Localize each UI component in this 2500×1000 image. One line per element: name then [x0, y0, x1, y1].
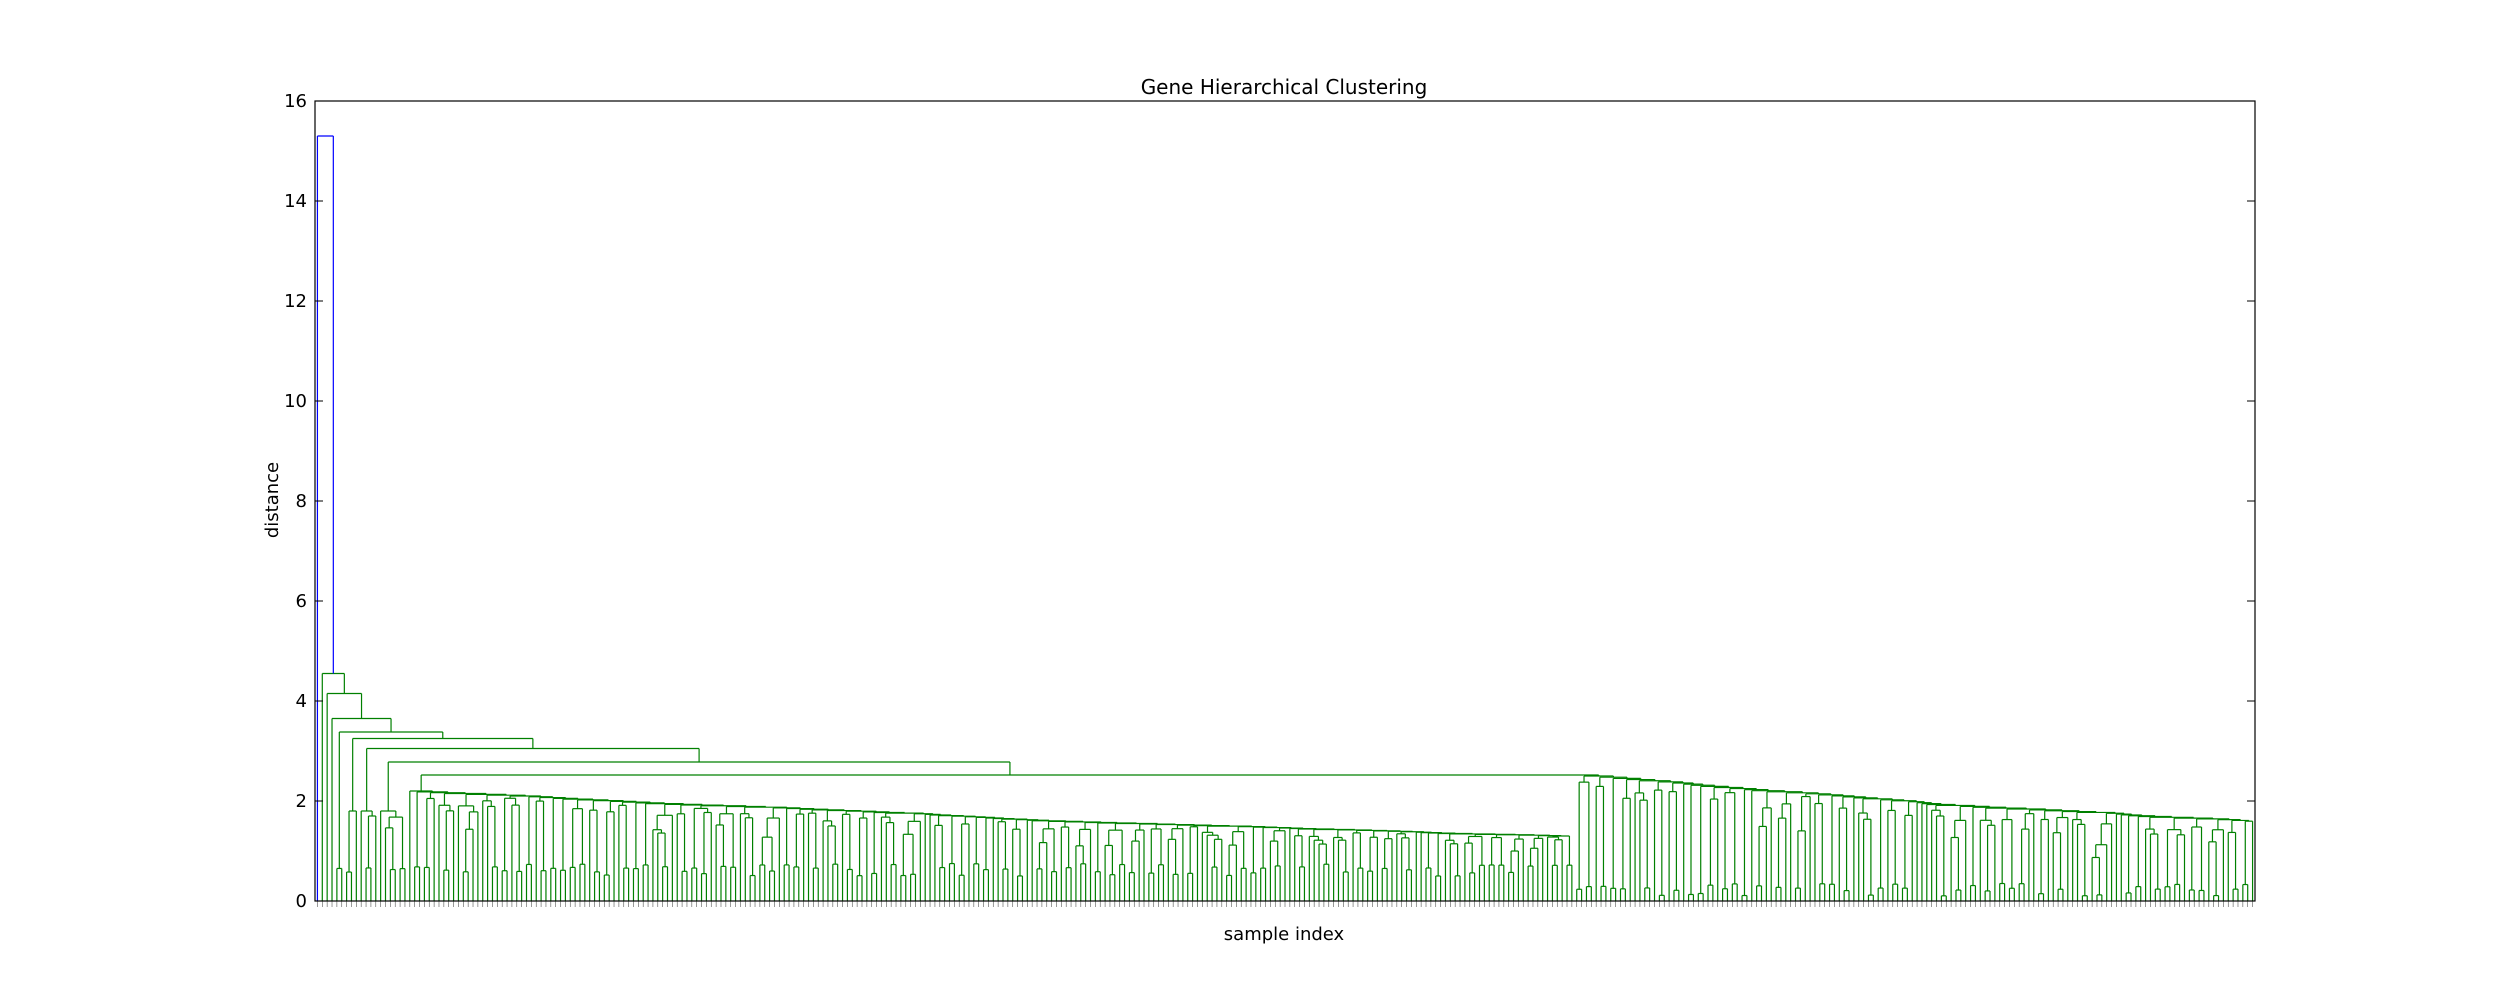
y-tick-label: 14: [284, 191, 307, 212]
plot-frame: [314, 100, 2256, 902]
y-tick-label: 16: [284, 91, 307, 112]
dendrogram-branches: [316, 135, 2254, 901]
y-axis-label: distance: [262, 462, 283, 538]
y-tick-label: 6: [296, 591, 307, 612]
chart-title: Gene Hierarchical Clustering: [1141, 75, 1428, 99]
y-tick-label: 12: [284, 291, 307, 312]
y-tick-label: 8: [296, 491, 307, 512]
x-axis-label: sample index: [1224, 924, 1345, 945]
y-axis: 0 2 4 6 8 10 12 14 16: [284, 91, 2255, 912]
y-tick-label: 4: [296, 691, 307, 712]
y-tick-label: 2: [296, 791, 307, 812]
leaf-tick-labels: [317, 901, 2253, 907]
y-tick-label: 10: [284, 391, 307, 412]
y-tick-label: 0: [296, 891, 307, 912]
